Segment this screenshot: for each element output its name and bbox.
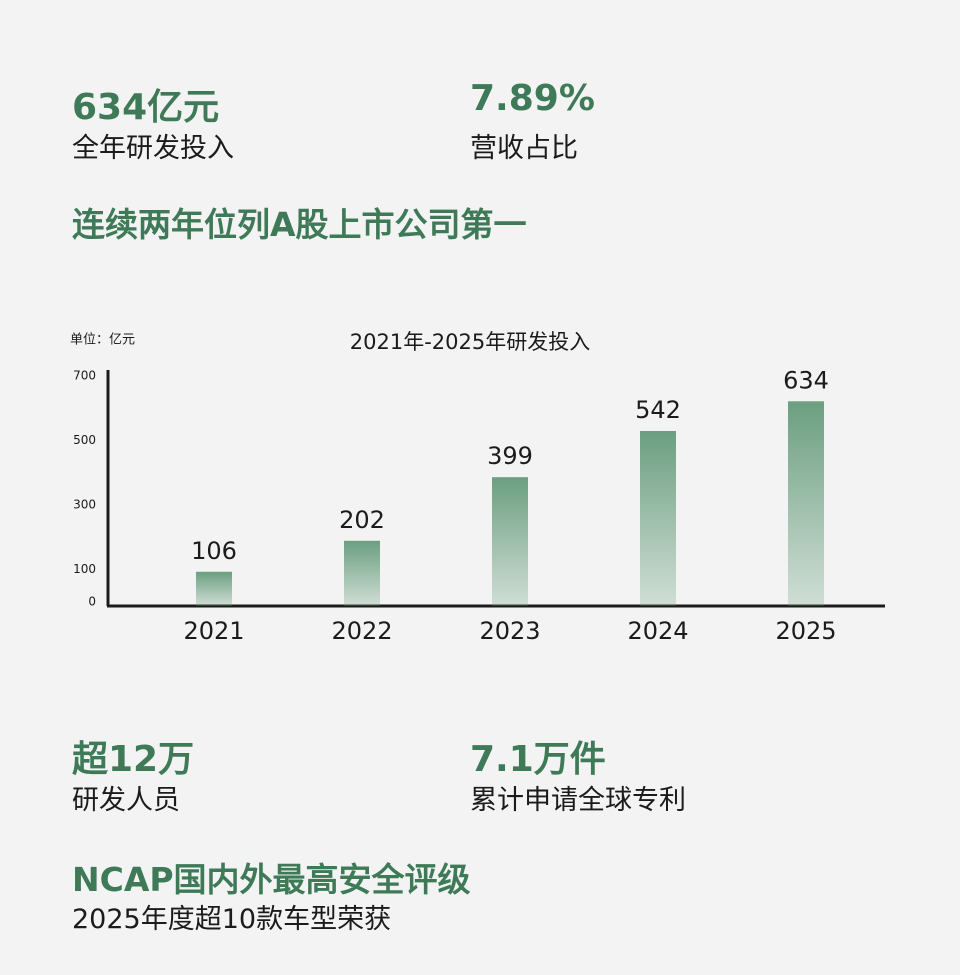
bar — [788, 401, 824, 606]
chart: 单位：亿元 2021年-2025年研发投入 0 100 300 500 700 2021 1… — [70, 330, 885, 645]
stat-value: 超12万 — [72, 739, 195, 780]
subline: 2025年度超10款车型荣获 — [72, 904, 392, 935]
bar — [344, 540, 380, 606]
bar — [492, 477, 528, 606]
stat-label: 研发人员 — [72, 785, 180, 816]
x-tick-label: 2025 — [775, 617, 836, 645]
stat-value: 7.1万件 — [470, 739, 606, 780]
stat-label: 累计申请全球专利 — [470, 785, 686, 816]
stat-label: 全年研发投入 — [72, 133, 234, 164]
bar — [640, 431, 676, 606]
value-label: 542 — [635, 396, 681, 424]
x-tick-label: 2024 — [627, 617, 688, 645]
y-tick-label: 300 — [73, 498, 96, 512]
x-tick-label: 2023 — [479, 617, 540, 645]
headline: 连续两年位列A股上市公司第一 — [72, 205, 527, 244]
stat-value: 634亿元 — [72, 87, 220, 128]
headline: NCAP国内外最高安全评级 — [72, 860, 471, 899]
y-tick-label: 700 — [73, 369, 96, 383]
stat-label: 营收占比 — [470, 133, 578, 164]
value-label: 634 — [783, 366, 829, 394]
stat-value: 7.89% — [470, 78, 595, 119]
x-tick-label: 2021 — [183, 617, 244, 645]
value-label: 202 — [339, 506, 385, 534]
value-label: 106 — [191, 537, 237, 565]
value-label: 399 — [487, 442, 533, 470]
y-axis-label: 单位：亿元 — [70, 333, 135, 348]
x-tick-label: 2022 — [331, 617, 392, 645]
bar — [196, 571, 232, 606]
y-tick-label: 100 — [73, 562, 96, 576]
y-tick-label: 500 — [73, 433, 96, 447]
y-tick-label: 0 — [88, 595, 96, 609]
chart-title: 2021年-2025年研发投入 — [350, 330, 590, 354]
